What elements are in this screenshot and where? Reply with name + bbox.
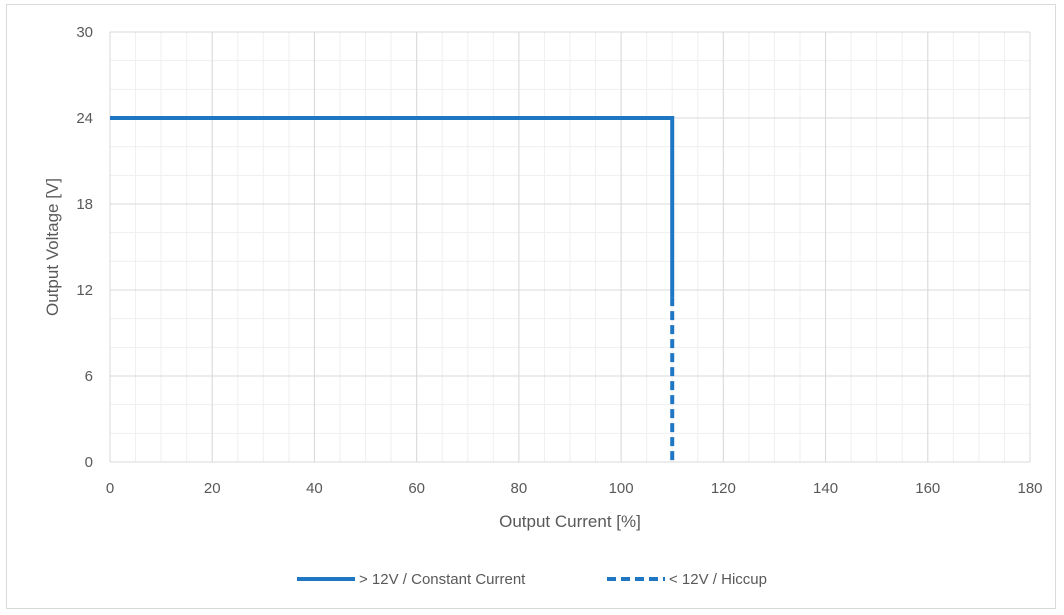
x-tick-label: 20: [204, 480, 221, 497]
x-tick-label: 160: [915, 480, 940, 497]
x-tick-label: 140: [813, 480, 838, 497]
y-tick-label: 0: [85, 454, 93, 471]
major-grid: [109, 31, 1031, 463]
x-tick-label: 80: [511, 480, 528, 497]
x-tick-label: 180: [1017, 480, 1042, 497]
chart-frame: 0 20 40 60 80 100 120 140 160 180 0 6 12 18 24 30 Outp…: [6, 4, 1056, 609]
x-tick-label: 100: [609, 480, 634, 497]
y-tick-label: 30: [76, 24, 93, 41]
x-axis-title: Output Current [%]: [499, 512, 641, 531]
x-tick-label: 40: [306, 480, 323, 497]
legend-label-constant-current: > 12V / Constant Current: [359, 571, 526, 588]
y-tick-label: 18: [76, 196, 93, 213]
x-tick-labels: 0 20 40 60 80 100 120 140 160 180: [106, 480, 1043, 497]
y-tick-label: 24: [76, 110, 93, 127]
legend: > 12V / Constant Current < 12V / Hiccup: [297, 571, 767, 588]
y-tick-label: 6: [85, 368, 93, 385]
minor-grid: [109, 31, 1031, 463]
y-axis-title: Output Voltage [V]: [43, 178, 62, 316]
chart-svg: 0 20 40 60 80 100 120 140 160 180 0 6 12 18 24 30 Outp…: [43, 24, 1043, 588]
y-tick-labels: 0 6 12 18 24 30: [76, 24, 93, 471]
series-lines: [110, 116, 675, 462]
x-tick-label: 0: [106, 480, 114, 497]
series-line-constant-current: [110, 116, 675, 298]
legend-label-hiccup: < 12V / Hiccup: [669, 571, 767, 588]
x-tick-label: 60: [408, 480, 425, 497]
y-tick-label: 12: [76, 282, 93, 299]
x-tick-label: 120: [711, 480, 736, 497]
